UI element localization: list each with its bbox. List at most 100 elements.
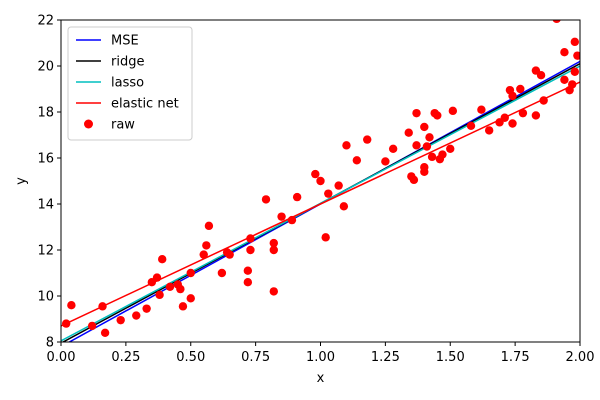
raw-point: [438, 150, 447, 159]
raw-point: [87, 321, 97, 331]
legend-label: lasso: [111, 76, 144, 91]
raw-point: [67, 301, 76, 310]
x-tick-label: 1.50: [436, 350, 465, 365]
raw-point: [152, 273, 162, 282]
raw-point: [363, 135, 372, 144]
raw-point: [352, 156, 362, 165]
y-tick-label: 22: [37, 14, 54, 29]
raw-point: [422, 142, 432, 151]
x-tick-label: 0.50: [176, 350, 205, 365]
raw-point: [61, 319, 71, 328]
raw-point: [404, 128, 413, 137]
raw-points: [61, 20, 580, 337]
raw-point: [446, 144, 455, 153]
x-axis-label: x: [317, 371, 325, 386]
raw-point: [477, 105, 486, 114]
legend-box: [67, 26, 193, 141]
raw-point: [243, 278, 253, 287]
raw-point: [199, 250, 208, 259]
legend-label: ridge: [111, 55, 144, 70]
raw-point: [186, 294, 195, 303]
raw-point: [466, 121, 476, 130]
y-tick-label: 18: [37, 106, 54, 121]
x-tick-label: 0.25: [111, 350, 140, 365]
y-tick-label: 20: [37, 60, 54, 75]
raw-point: [500, 113, 509, 122]
raw-point: [324, 189, 333, 198]
raw-point: [186, 268, 195, 278]
raw-point: [570, 37, 580, 47]
legend-label: elastic net: [111, 97, 179, 112]
x-tick-label: 2.00: [566, 350, 595, 365]
raw-point: [342, 141, 351, 150]
raw-point: [508, 119, 517, 128]
raw-point: [116, 315, 125, 325]
raw-point: [339, 202, 349, 211]
raw-point: [568, 80, 577, 89]
raw-point: [269, 245, 278, 255]
raw-point: [412, 141, 421, 150]
y-tick-label: 10: [37, 290, 54, 305]
legend-label: MSE: [111, 34, 139, 49]
raw-point: [518, 108, 528, 118]
raw-point: [287, 215, 297, 225]
x-axis-ticks: 0.00 0.25 0.50 0.75 1.00 1.25 1.50 1.75 2.00: [47, 342, 595, 365]
y-axis-ticks: 8 10 12 14 16 18 20 22: [37, 14, 61, 351]
raw-point: [484, 126, 494, 135]
x-tick-label: 0.75: [241, 350, 270, 365]
raw-point: [176, 284, 185, 294]
raw-point: [409, 175, 419, 185]
raw-point: [243, 266, 253, 275]
regression-lines: [61, 60, 580, 342]
raw-point: [261, 195, 271, 204]
raw-point: [132, 311, 141, 320]
raw-point: [573, 51, 580, 60]
line-elastic-net: [61, 81, 580, 327]
raw-point: [516, 84, 525, 94]
raw-point: [217, 268, 227, 278]
raw-point: [321, 233, 330, 242]
raw-point: [165, 282, 175, 291]
raw-point: [531, 111, 541, 120]
raw-point: [225, 250, 234, 259]
raw-point: [388, 144, 398, 153]
raw-point: [552, 20, 561, 24]
raw-point: [178, 302, 188, 311]
raw-point: [155, 290, 164, 300]
x-tick-label: 1.25: [371, 350, 400, 365]
raw-point: [508, 91, 517, 101]
raw-point: [536, 71, 546, 80]
raw-point: [100, 328, 110, 337]
raw-point: [316, 176, 325, 186]
y-axis-label: y: [14, 177, 29, 185]
raw-point: [334, 181, 343, 190]
raw-point: [277, 212, 286, 221]
legend-swatch: [84, 119, 93, 129]
x-tick-label: 0.00: [47, 350, 76, 365]
raw-point: [204, 221, 214, 231]
raw-point: [202, 241, 211, 250]
raw-point: [142, 304, 151, 313]
y-tick-label: 14: [37, 198, 54, 213]
x-tick-label: 1.75: [501, 350, 530, 365]
y-tick-label: 8: [46, 336, 54, 351]
raw-point: [570, 67, 580, 76]
raw-point: [246, 245, 255, 255]
legend: MSE ridge lasso elastic net raw: [67, 26, 193, 141]
y-tick-label: 16: [37, 152, 54, 167]
raw-point: [539, 96, 548, 105]
raw-point: [433, 111, 442, 120]
raw-point: [427, 152, 437, 162]
legend-label: raw: [111, 118, 135, 133]
raw-point: [420, 167, 429, 176]
raw-point: [381, 157, 390, 166]
raw-point: [448, 106, 458, 116]
raw-point: [292, 192, 302, 202]
x-tick-label: 1.00: [306, 350, 335, 365]
raw-point: [98, 302, 107, 311]
y-tick-label: 12: [37, 244, 54, 259]
raw-point: [412, 108, 421, 118]
raw-point: [425, 133, 434, 142]
raw-point: [311, 169, 320, 179]
